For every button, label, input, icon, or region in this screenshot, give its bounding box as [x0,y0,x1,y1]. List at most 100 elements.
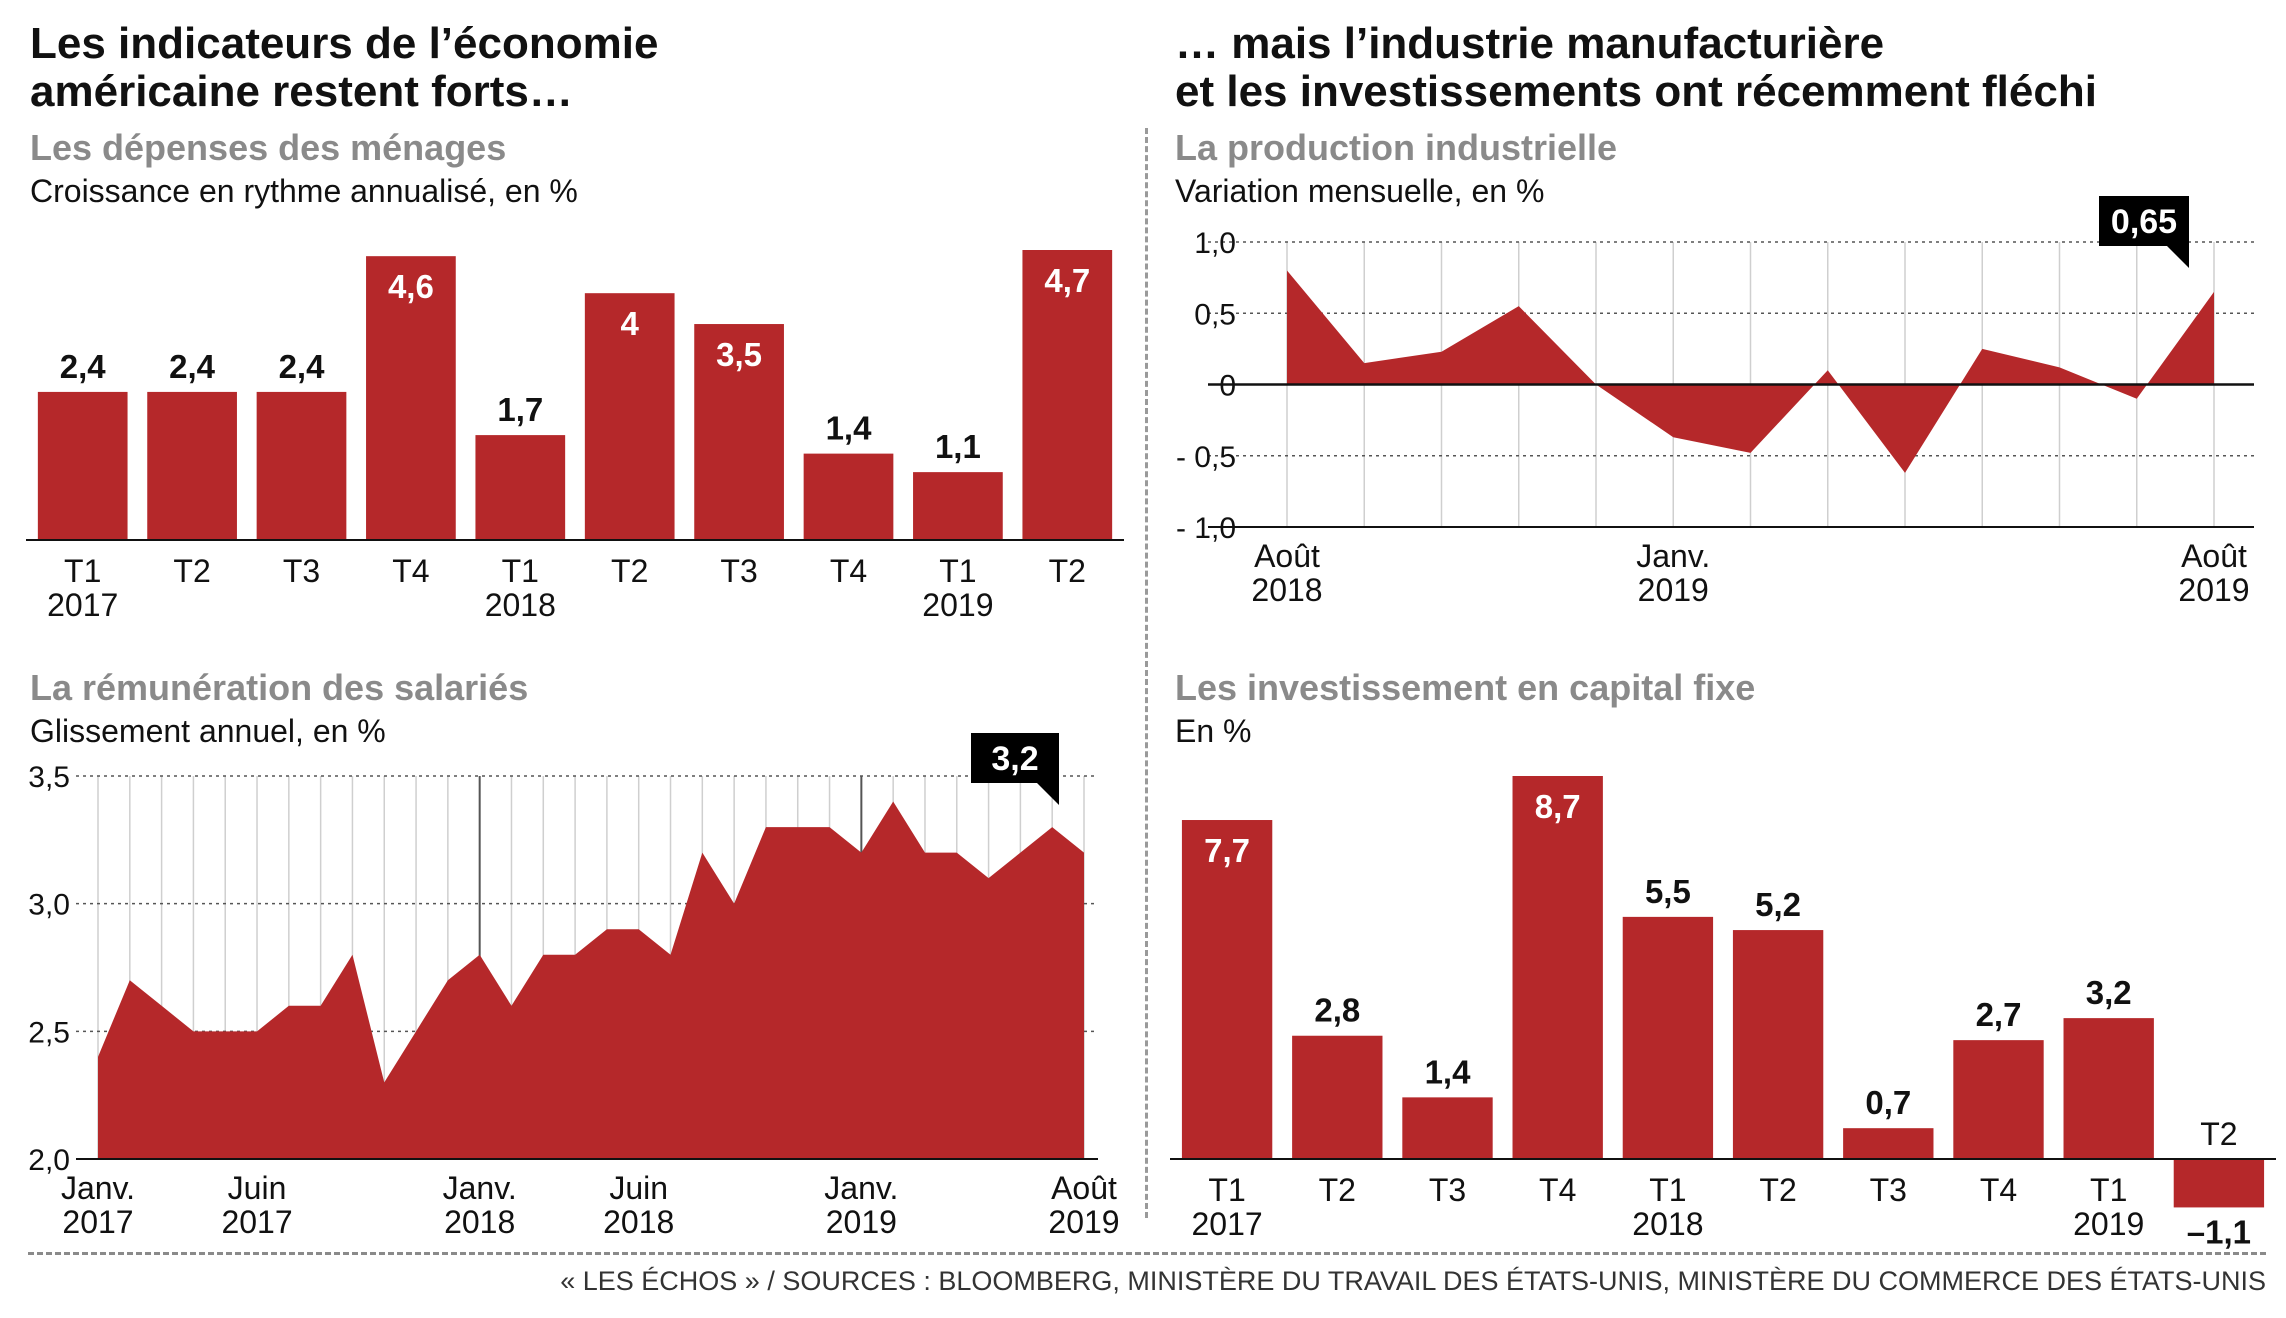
category-label: T3 [1870,1172,1907,1208]
headline-left-line-2: américaine restent forts… [30,67,573,116]
year-label: 2017 [47,587,118,623]
category-label: T3 [720,553,757,589]
category-label: T2 [1319,1172,1356,1208]
bar-value-label: –1,1 [2187,1213,2251,1250]
category-label: T1 [2090,1172,2127,1208]
category-label: T2 [2200,1116,2237,1152]
bar-1 [147,391,237,540]
investissement-subtitle: En % [1175,713,1251,749]
x-tick-label: Août [1254,538,1320,574]
bar-4 [1622,916,1714,1159]
bar-1 [1292,1035,1383,1159]
category-label: T4 [1980,1172,2017,1208]
bar-5 [1732,930,1824,1159]
bar-0 [1181,820,1273,1159]
x-tick-label: 2019 [826,1204,897,1240]
bar-value-label: 8,7 [1535,788,1581,825]
category-label: T4 [830,553,867,589]
x-tick-label: 2018 [603,1204,674,1240]
depenses-title: Les dépenses des ménages [30,127,506,168]
bar-value-label: 2,7 [1976,996,2022,1033]
x-tick-label: 2019 [2178,572,2249,608]
category-label: T3 [283,553,320,589]
bar-3 [366,256,456,540]
x-tick-label: Juin [228,1170,287,1206]
callout: 0,65 [2099,196,2189,268]
bar-8 [2063,1018,2154,1159]
bar-value-label: 3,2 [2086,974,2132,1011]
x-tick-label: 2019 [1638,572,1709,608]
bar-value-label: 5,5 [1645,873,1691,910]
y-tick-label: - 1,0 [1176,512,1236,545]
category-label: T4 [1539,1172,1576,1208]
bar-value-label: 3,5 [716,336,762,373]
year-label: 2017 [1192,1206,1263,1242]
bar-value-label: 0,7 [1865,1084,1911,1121]
callout-box [2099,196,2189,246]
category-label: T3 [1429,1172,1466,1208]
y-tick-label: 0 [1219,370,1236,403]
category-label: T2 [173,553,210,589]
depenses-subtitle: Croissance en rythme annualisé, en % [30,173,578,209]
bar-6 [694,324,784,540]
category-label: T1 [1649,1172,1686,1208]
bar-3 [1512,776,1603,1159]
x-tick-label: 2018 [1251,572,1322,608]
category-label: T1 [939,553,976,589]
y-tick-label: 0,5 [1194,298,1236,331]
category-label: T2 [1049,553,1086,589]
bar-value-label: 1,4 [1425,1053,1472,1090]
headline-right-line-2: et les investissements ont récemment flé… [1175,67,2097,116]
remuneration-title: La rémunération des salariés [30,667,528,708]
callout-box [971,733,1059,783]
category-label: T1 [502,553,539,589]
remuneration-chart: 3,53,02,52,0Janv.2017Juin2017Janv.2018Ju… [28,733,1120,1240]
production-subtitle: Variation mensuelle, en % [1175,173,1544,209]
bar-8 [913,472,1003,540]
x-tick-label: Août [1051,1170,1117,1206]
bar-2 [1402,1097,1493,1159]
headline-right-line-1: … mais l’industrie manufacturière [1175,19,1884,68]
series-area [98,801,1084,1159]
bar-7 [1953,1040,2044,1159]
category-label: T1 [1208,1172,1245,1208]
category-label: T1 [64,553,101,589]
bar-4 [475,435,566,540]
category-label: T2 [1759,1172,1796,1208]
year-label: 2019 [922,587,993,623]
x-tick-label: Janv. [824,1170,898,1206]
bar-9 [2173,1159,2265,1208]
bar-5 [584,293,675,540]
bar-0 [37,391,128,540]
remuneration-subtitle: Glissement annuel, en % [30,713,386,749]
y-tick-label: 3,0 [28,889,70,922]
callout-pointer [2167,246,2189,268]
bar-value-label: 2,4 [60,348,107,385]
x-tick-label: 2019 [1048,1204,1119,1240]
depenses-chart: 2,4T120172,4T22,4T34,6T41,7T120184T23,5T… [26,250,1124,623]
y-tick-label: 2,5 [28,1016,70,1049]
bar-value-label: 5,2 [1755,886,1801,923]
production-chart: 1,00,50- 0,5- 1,0Août2018Janv.2019Août20… [1176,196,2254,608]
production-title: La production industrielle [1175,127,1617,168]
x-tick-label: Janv. [61,1170,135,1206]
investissement-chart: 7,7T120172,8T21,4T38,7T45,5T120185,2T20,… [1170,776,2276,1250]
x-tick-label: Janv. [1636,538,1710,574]
bar-9 [1022,250,1113,540]
callout-label: 3,2 [991,740,1038,778]
y-tick-label: 1,0 [1194,227,1236,260]
x-tick-label: Août [2181,538,2247,574]
x-tick-label: Janv. [443,1170,517,1206]
y-tick-label: - 0,5 [1176,441,1236,474]
bar-value-label: 4,7 [1044,262,1090,299]
callout-label: 0,65 [2111,203,2177,241]
callout-pointer [1037,783,1059,805]
bar-value-label: 4,6 [388,268,434,305]
y-tick-label: 3,5 [28,761,70,794]
bar-2 [256,391,347,540]
year-label: 2019 [2073,1206,2144,1242]
series-area [1287,270,2214,473]
bar-value-label: 7,7 [1204,832,1250,869]
